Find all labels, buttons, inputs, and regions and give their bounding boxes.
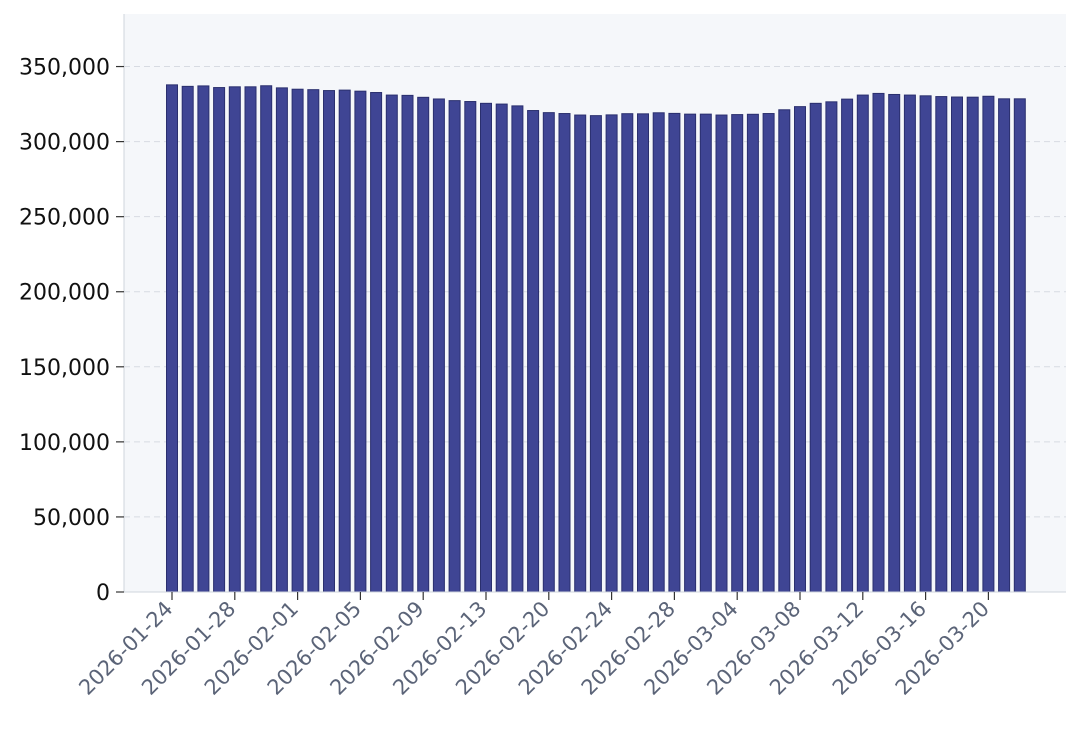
- bar: [166, 84, 178, 593]
- bar: [794, 106, 806, 593]
- bar: [589, 115, 602, 593]
- bar: [715, 114, 728, 593]
- bar: [637, 113, 649, 593]
- bar: [888, 93, 901, 593]
- bar: [998, 98, 1011, 593]
- bar: [323, 90, 335, 593]
- bar: [228, 86, 241, 593]
- bar: [291, 88, 304, 593]
- bar: [464, 101, 477, 593]
- y-tick-label: 50,000: [33, 506, 110, 531]
- bar: [574, 114, 587, 593]
- bar: [605, 114, 618, 593]
- y-tick-label: 350,000: [19, 56, 110, 81]
- bar: [495, 103, 508, 593]
- y-tick-label: 250,000: [19, 206, 110, 231]
- bar: [1013, 98, 1026, 593]
- bar: [903, 94, 916, 593]
- bar: [181, 85, 194, 593]
- bar: [966, 96, 979, 593]
- bar: [370, 92, 383, 593]
- bar: [841, 98, 854, 593]
- x-axis-ticks: 2026-01-242026-01-282026-02-012026-02-05…: [74, 592, 994, 700]
- y-tick-label: 100,000: [19, 431, 110, 456]
- bar: [652, 112, 665, 593]
- bar: [668, 112, 681, 593]
- bar: [417, 96, 430, 593]
- bar-series: [166, 84, 1026, 593]
- bar: [307, 89, 320, 593]
- bar: [825, 101, 838, 593]
- y-tick-label: 0: [96, 581, 110, 606]
- bar: [762, 113, 775, 593]
- bar: [856, 94, 869, 593]
- bar: [778, 109, 791, 593]
- bar: [558, 113, 571, 593]
- bar: [684, 113, 697, 593]
- bar: [951, 96, 963, 593]
- bar: [621, 113, 634, 593]
- bar: [872, 92, 885, 593]
- bar: [213, 87, 226, 593]
- bar: [197, 85, 210, 593]
- bar: [731, 114, 744, 593]
- bar: [527, 110, 540, 593]
- y-tick-label: 300,000: [19, 131, 110, 156]
- bar: [401, 94, 414, 593]
- bar: [448, 100, 461, 593]
- bar: [919, 95, 932, 593]
- y-tick-label: 150,000: [19, 356, 110, 381]
- bar: [385, 94, 398, 593]
- bar: [244, 86, 257, 593]
- bar: [809, 102, 822, 593]
- bar: [260, 85, 273, 593]
- bar: [699, 113, 712, 593]
- bar: [354, 90, 367, 593]
- y-tick-label: 200,000: [19, 281, 110, 306]
- bar: [432, 98, 445, 593]
- bar: [275, 87, 288, 593]
- bar: [746, 113, 759, 593]
- bar: [542, 112, 555, 593]
- bar: [935, 96, 948, 593]
- y-axis-ticks: 0 50,000 100,000 150,000 200,000 250,000 300,0…: [19, 56, 124, 606]
- bar: [480, 102, 492, 593]
- bar: [338, 89, 351, 593]
- bar: [982, 95, 995, 593]
- bar: [511, 105, 524, 593]
